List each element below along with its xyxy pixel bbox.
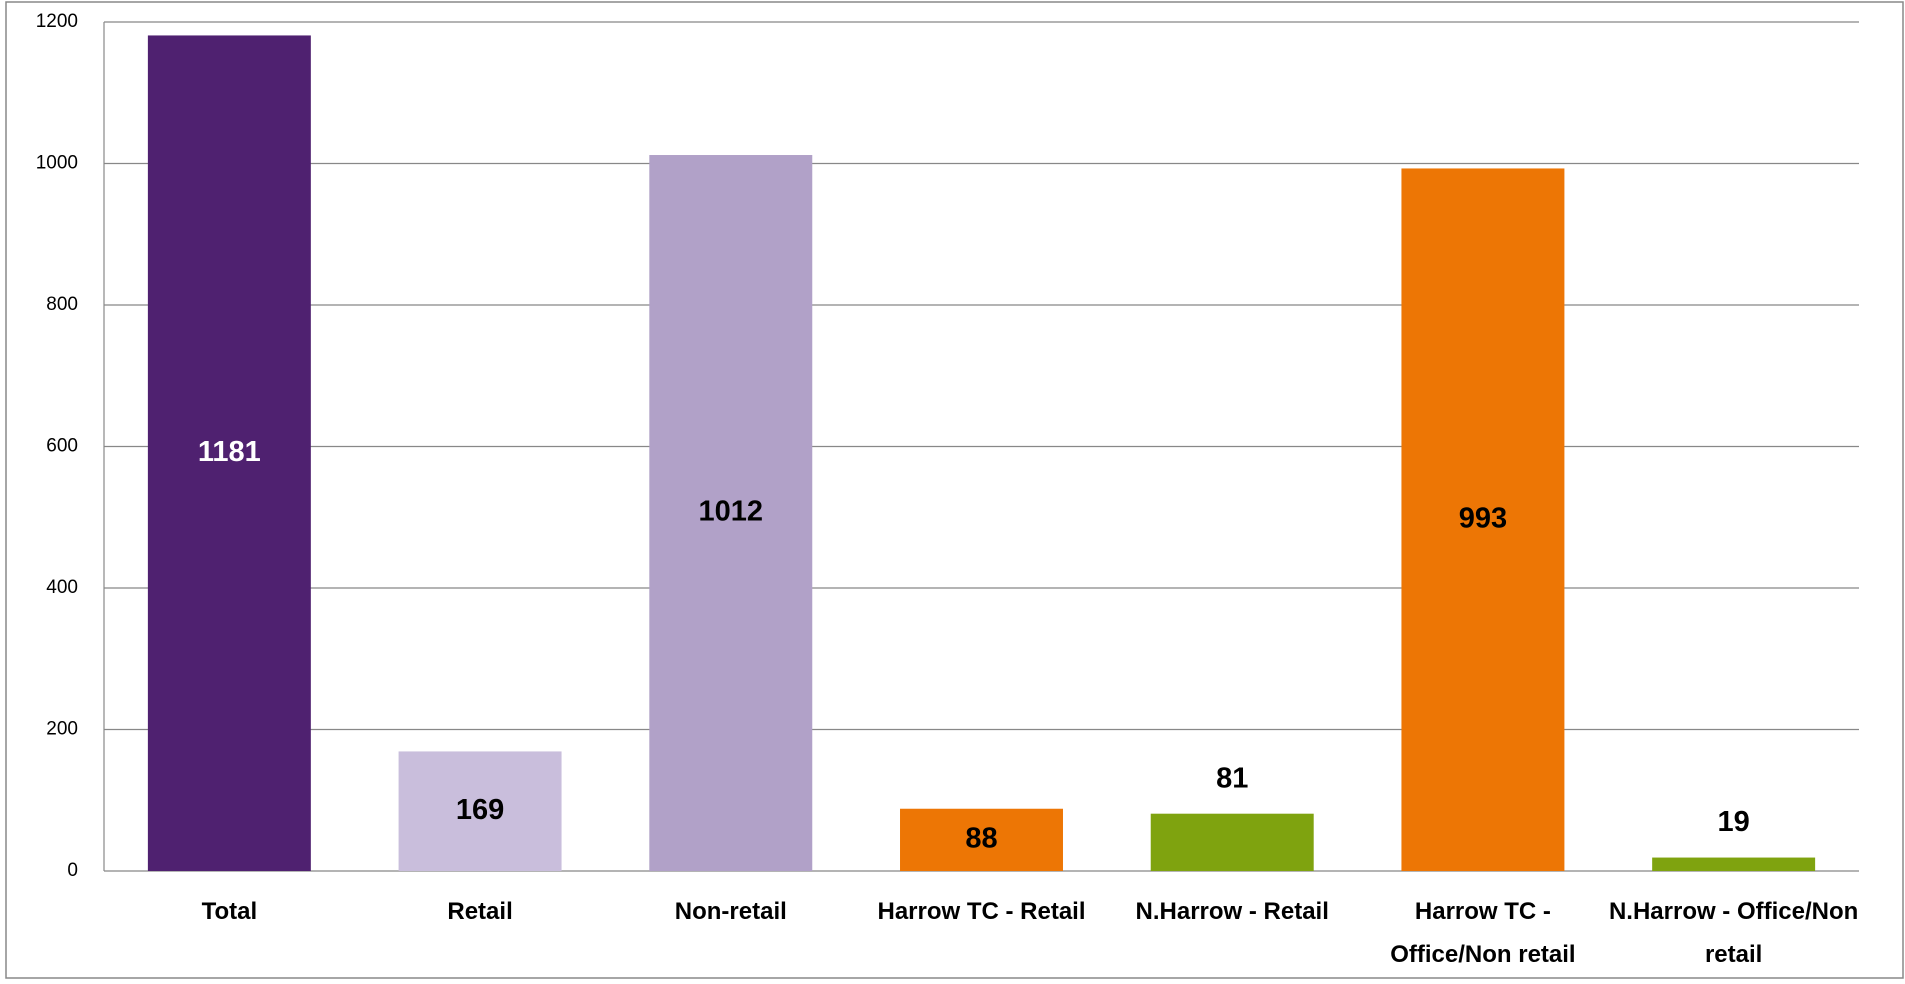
- y-tick-label: 600: [46, 436, 78, 457]
- data-label: 169: [456, 794, 504, 826]
- bar: [398, 751, 562, 871]
- x-tick-label: Harrow TC - Office/Non retail: [1390, 898, 1576, 968]
- y-tick-label: 1200: [36, 11, 78, 32]
- bar: [1401, 168, 1565, 871]
- bar: [1150, 813, 1314, 871]
- chart-frame: [5, 1, 1904, 979]
- bar: [900, 808, 1063, 871]
- x-tick-label: Non-retail: [674, 898, 787, 925]
- x-tick-label: N.Harrow - Office/Non retail: [1608, 898, 1859, 968]
- y-tick-label: 1000: [36, 153, 78, 174]
- y-tick-label: 200: [46, 719, 78, 740]
- data-label: 1012: [699, 496, 764, 528]
- data-label: 81: [1216, 762, 1248, 794]
- x-tick-label: Harrow TC - Retail: [877, 898, 1086, 925]
- data-label: 993: [1459, 502, 1507, 534]
- bar: [649, 155, 813, 871]
- x-tick-label: Retail: [447, 898, 513, 925]
- y-tick-label: 0: [67, 860, 78, 881]
- data-label: 1181: [198, 436, 261, 468]
- bar: [1652, 857, 1816, 871]
- data-label: 88: [965, 823, 997, 855]
- data-label: 19: [1718, 806, 1750, 838]
- x-tick-label: Total: [201, 898, 258, 925]
- bar: [147, 35, 311, 871]
- y-tick-label: 400: [46, 577, 78, 598]
- x-tick-label: N.Harrow - Retail: [1135, 898, 1329, 925]
- y-tick-label: 800: [46, 294, 78, 315]
